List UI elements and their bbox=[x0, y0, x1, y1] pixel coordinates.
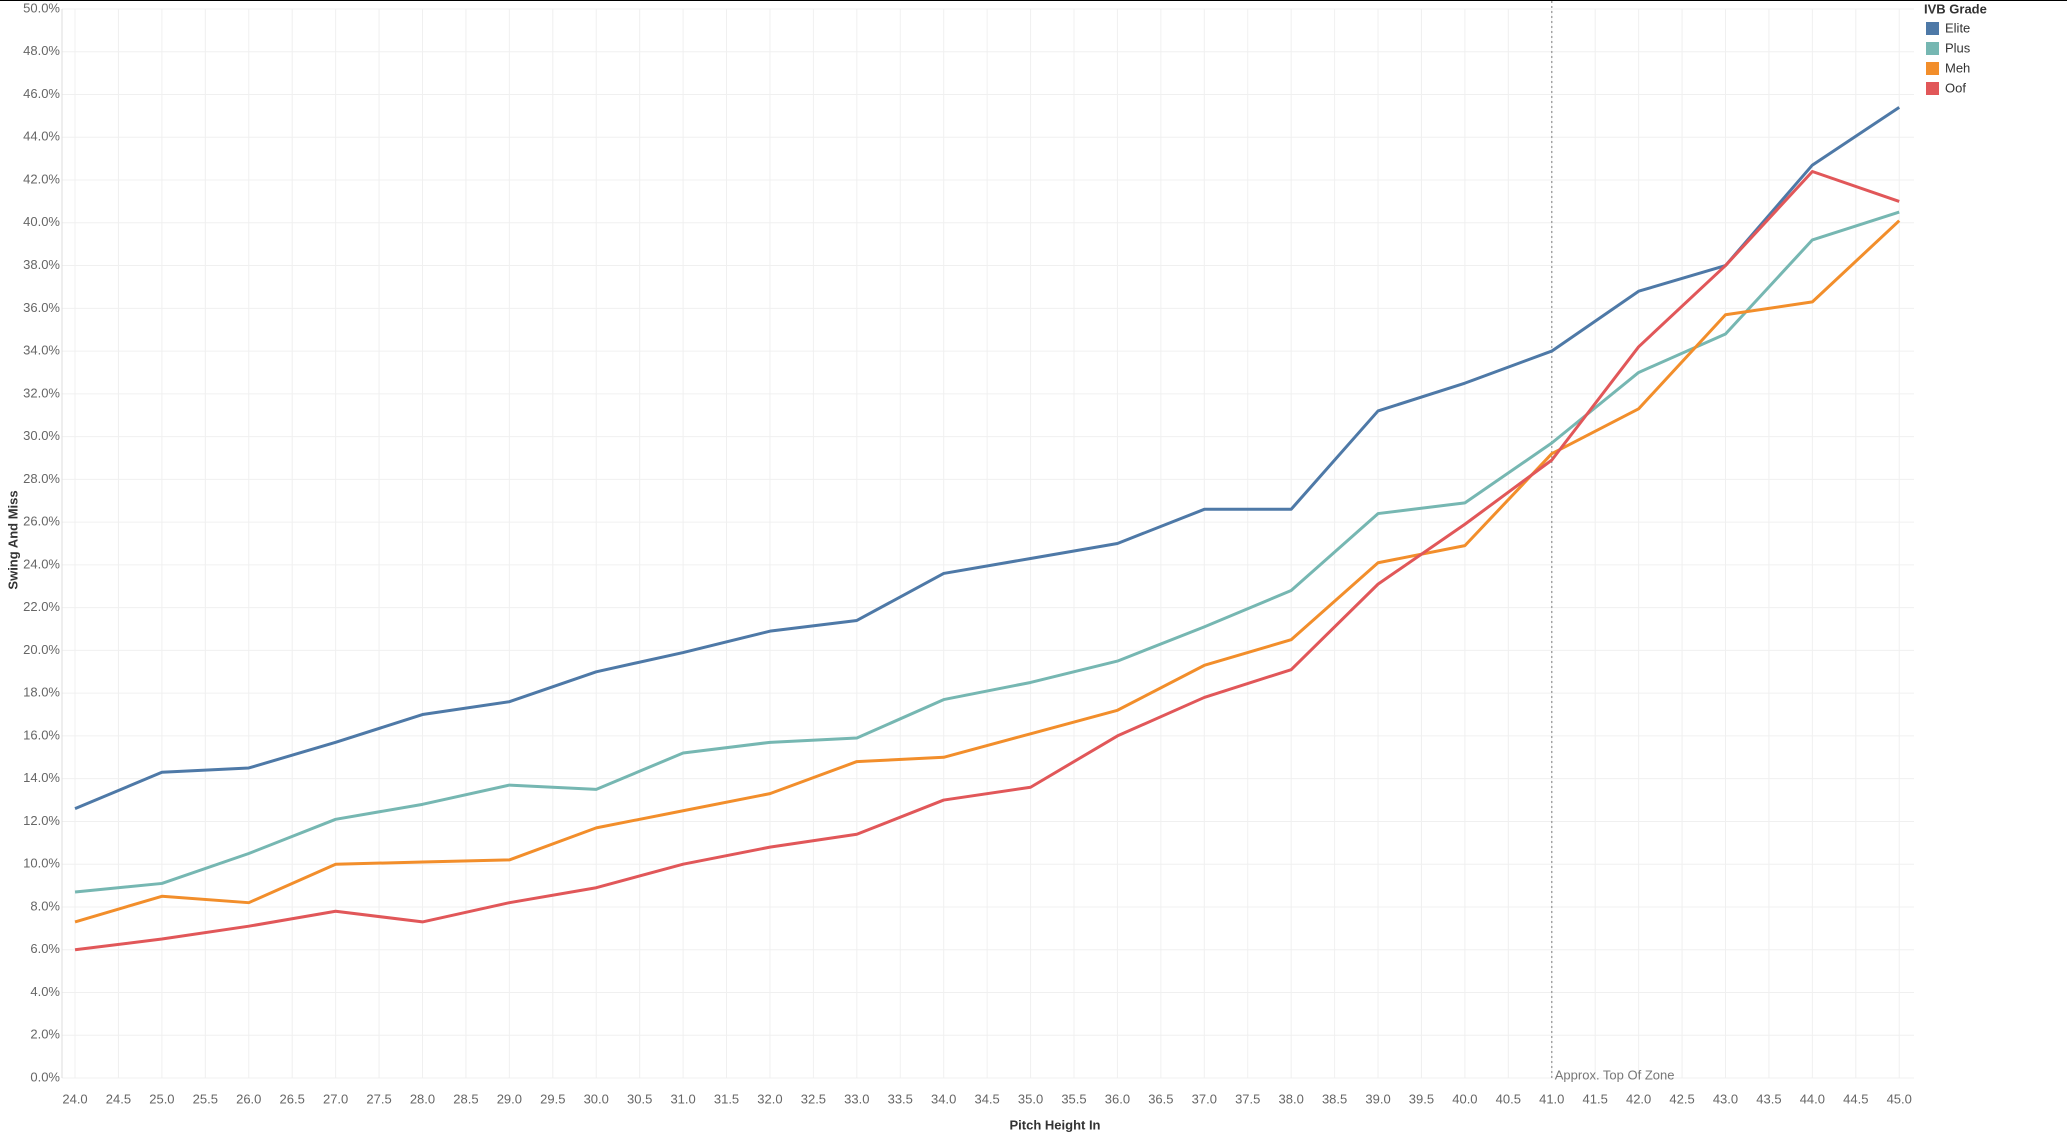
y-tick-label: 48.0% bbox=[23, 43, 60, 58]
x-tick-label: 37.5 bbox=[1235, 1091, 1260, 1106]
x-tick-label: 33.0 bbox=[844, 1091, 869, 1106]
x-tick-label: 32.5 bbox=[801, 1091, 826, 1106]
y-tick-label: 38.0% bbox=[23, 257, 60, 272]
x-tick-label: 28.0 bbox=[410, 1091, 435, 1106]
y-tick-label: 14.0% bbox=[23, 770, 60, 785]
y-tick-label: 10.0% bbox=[23, 856, 60, 871]
x-tick-label: 39.5 bbox=[1409, 1091, 1434, 1106]
x-axis-label: Pitch Height In bbox=[1010, 1117, 1101, 1132]
x-tick-label: 40.0 bbox=[1452, 1091, 1477, 1106]
x-tick-label: 38.0 bbox=[1279, 1091, 1304, 1106]
x-tick-label: 41.5 bbox=[1583, 1091, 1608, 1106]
x-tick-label: 42.0 bbox=[1626, 1091, 1651, 1106]
x-tick-label: 32.0 bbox=[757, 1091, 782, 1106]
x-tick-label: 30.0 bbox=[584, 1091, 609, 1106]
series-line bbox=[74, 219, 1901, 924]
y-tick-label: 20.0% bbox=[23, 642, 60, 657]
x-tick-label: 24.5 bbox=[106, 1091, 131, 1106]
legend-label: Meh bbox=[1945, 60, 1970, 75]
legend-swatch bbox=[1926, 62, 1939, 75]
x-tick-label: 27.5 bbox=[366, 1091, 391, 1106]
y-tick-label: 6.0% bbox=[30, 941, 60, 956]
x-tick-label: 42.5 bbox=[1669, 1091, 1694, 1106]
y-tick-label: 16.0% bbox=[23, 727, 60, 742]
series-line bbox=[74, 210, 1900, 894]
y-tick-label: 30.0% bbox=[23, 428, 60, 443]
x-tick-label: 26.5 bbox=[280, 1091, 305, 1106]
x-tick-label: 43.5 bbox=[1756, 1091, 1781, 1106]
legend-label: Oof bbox=[1945, 80, 1966, 95]
x-tick-label: 41.0 bbox=[1539, 1091, 1564, 1106]
x-tick-label: 24.0 bbox=[62, 1091, 87, 1106]
x-tick-label: 39.0 bbox=[1365, 1091, 1390, 1106]
legend-swatch bbox=[1926, 82, 1939, 95]
x-tick-label: 31.0 bbox=[670, 1091, 695, 1106]
y-tick-label: 28.0% bbox=[23, 471, 60, 486]
y-axis-label: Swing And Miss bbox=[5, 490, 20, 589]
x-tick-label: 38.5 bbox=[1322, 1091, 1347, 1106]
y-tick-label: 42.0% bbox=[23, 171, 60, 186]
legend-swatch bbox=[1926, 42, 1939, 55]
x-tick-label: 27.0 bbox=[323, 1091, 348, 1106]
y-tick-label: 2.0% bbox=[30, 1027, 60, 1042]
y-tick-label: 22.0% bbox=[23, 599, 60, 614]
x-tick-label: 34.5 bbox=[974, 1091, 999, 1106]
y-tick-label: 32.0% bbox=[23, 385, 60, 400]
x-tick-label: 29.5 bbox=[540, 1091, 565, 1106]
y-tick-label: 12.0% bbox=[23, 813, 60, 828]
x-tick-label: 25.5 bbox=[193, 1091, 218, 1106]
x-tick-label: 25.0 bbox=[149, 1091, 174, 1106]
x-tick-label: 40.5 bbox=[1496, 1091, 1521, 1106]
x-tick-label: 44.0 bbox=[1800, 1091, 1825, 1106]
y-tick-label: 24.0% bbox=[23, 556, 60, 571]
x-tick-label: 37.0 bbox=[1192, 1091, 1217, 1106]
y-tick-label: 18.0% bbox=[23, 685, 60, 700]
legend-title: IVB Grade bbox=[1924, 1, 1987, 16]
y-tick-label: 46.0% bbox=[23, 86, 60, 101]
x-tick-label: 29.0 bbox=[497, 1091, 522, 1106]
series-line bbox=[74, 106, 1901, 810]
y-tick-label: 4.0% bbox=[30, 984, 60, 999]
reference-label: Approx. Top Of Zone bbox=[1555, 1067, 1675, 1082]
x-tick-label: 35.0 bbox=[1018, 1091, 1043, 1106]
x-tick-label: 36.0 bbox=[1105, 1091, 1130, 1106]
x-tick-label: 26.0 bbox=[236, 1091, 261, 1106]
x-tick-label: 44.5 bbox=[1843, 1091, 1868, 1106]
x-tick-label: 33.5 bbox=[888, 1091, 913, 1106]
x-tick-label: 36.5 bbox=[1148, 1091, 1173, 1106]
x-tick-label: 30.5 bbox=[627, 1091, 652, 1106]
y-tick-label: 34.0% bbox=[23, 343, 60, 358]
y-tick-label: 36.0% bbox=[23, 300, 60, 315]
legend-swatch bbox=[1926, 22, 1939, 35]
x-tick-label: 28.5 bbox=[453, 1091, 478, 1106]
x-tick-label: 43.0 bbox=[1713, 1091, 1738, 1106]
y-tick-label: 0.0% bbox=[30, 1069, 60, 1084]
x-tick-label: 45.0 bbox=[1887, 1091, 1912, 1106]
y-tick-label: 8.0% bbox=[30, 898, 60, 913]
y-tick-label: 44.0% bbox=[23, 129, 60, 144]
x-tick-label: 34.0 bbox=[931, 1091, 956, 1106]
series-line bbox=[74, 169, 1900, 952]
x-tick-label: 31.5 bbox=[714, 1091, 739, 1106]
legend-label: Plus bbox=[1945, 40, 1971, 55]
legend-label: Elite bbox=[1945, 20, 1970, 35]
y-tick-label: 26.0% bbox=[23, 514, 60, 529]
y-tick-label: 40.0% bbox=[23, 214, 60, 229]
y-tick-label: 50.0% bbox=[23, 0, 60, 15]
x-tick-label: 35.5 bbox=[1061, 1091, 1086, 1106]
